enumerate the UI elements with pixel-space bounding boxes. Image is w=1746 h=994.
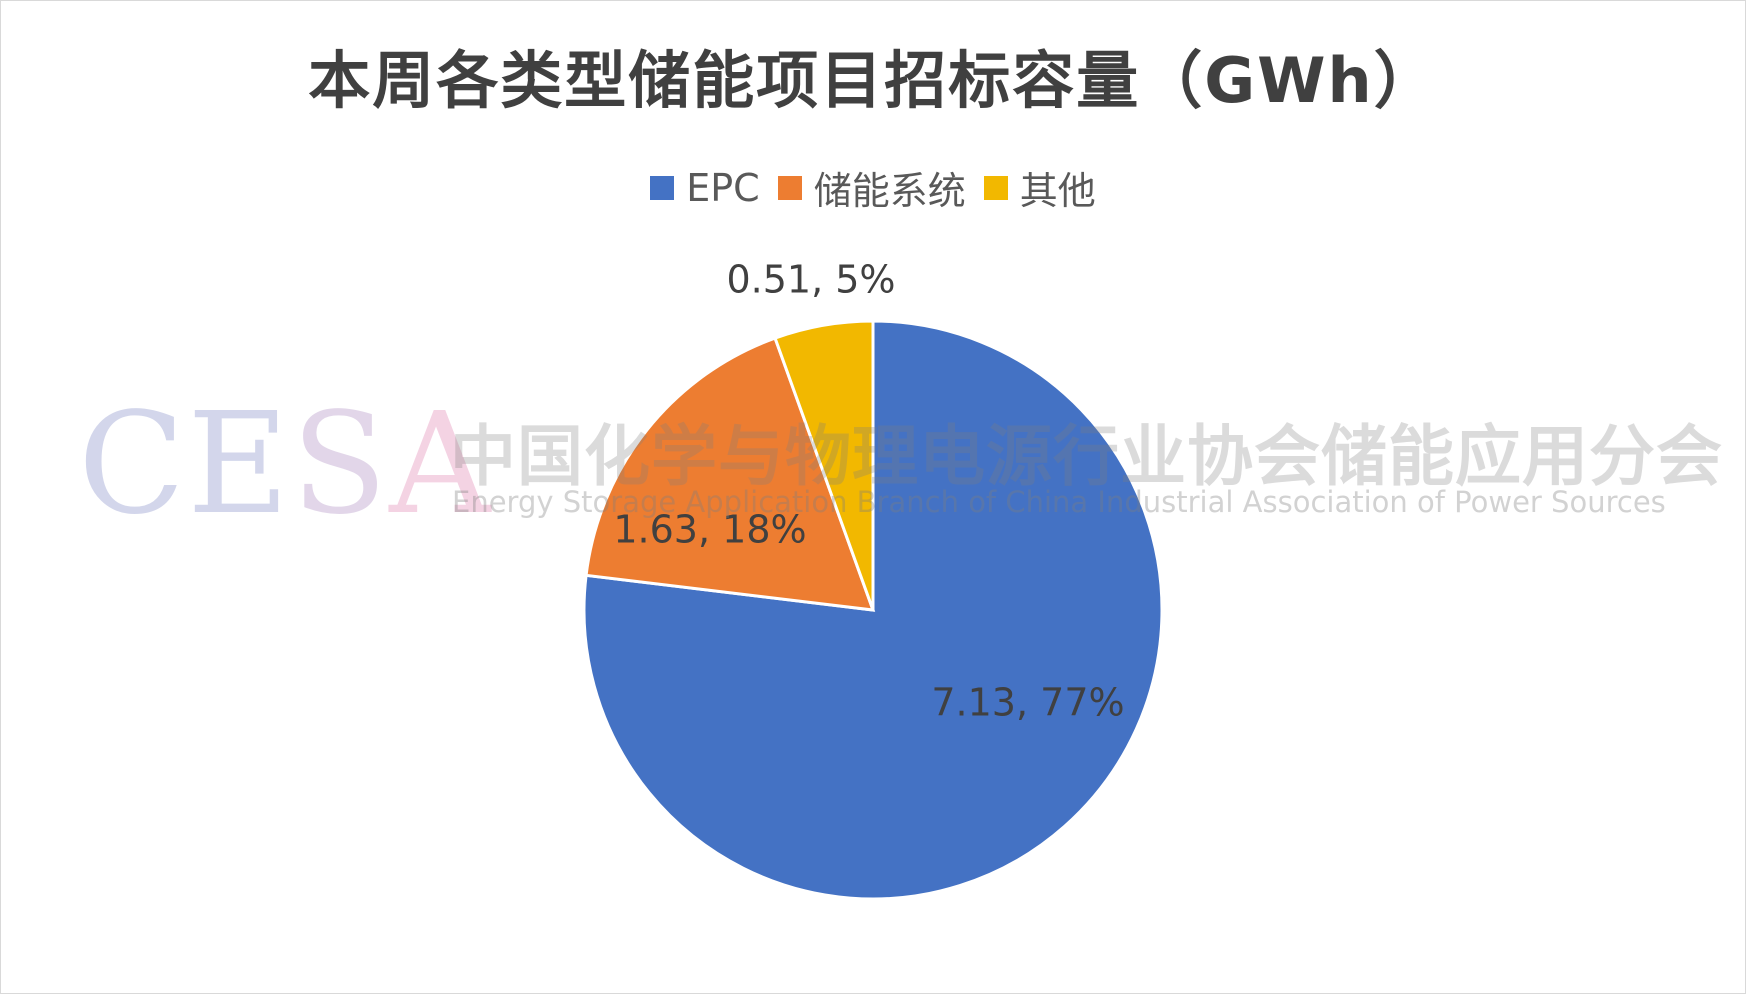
legend-item-other: 其他	[983, 160, 1096, 215]
pie-data-labels: 7.13, 77% 1.63, 18% 0.51, 5%	[613, 258, 1124, 725]
data-label-other: 0.51, 5%	[726, 258, 895, 302]
chart-title: 本周各类型储能项目招标容量（GWh）	[308, 44, 1438, 117]
legend-swatch-epc	[650, 175, 675, 200]
legend-item-epc: EPC	[650, 165, 760, 210]
legend-swatch-storage-system	[777, 175, 802, 200]
chart-legend: EPC 储能系统 其他	[0, 160, 1746, 215]
legend-item-storage-system: 储能系统	[777, 160, 966, 215]
pie-slice-storage-system	[584, 336, 876, 612]
pie-slice-other	[773, 319, 875, 611]
legend-label-storage-system: 储能系统	[813, 169, 966, 213]
legend-swatch-other	[983, 175, 1008, 200]
data-label-storage-system: 1.63, 18%	[613, 508, 806, 552]
pie-slices	[582, 319, 1164, 901]
legend-label-other: 其他	[1019, 169, 1096, 213]
data-label-epc: 7.13, 77%	[931, 681, 1124, 725]
legend-label-epc: EPC	[686, 165, 760, 210]
